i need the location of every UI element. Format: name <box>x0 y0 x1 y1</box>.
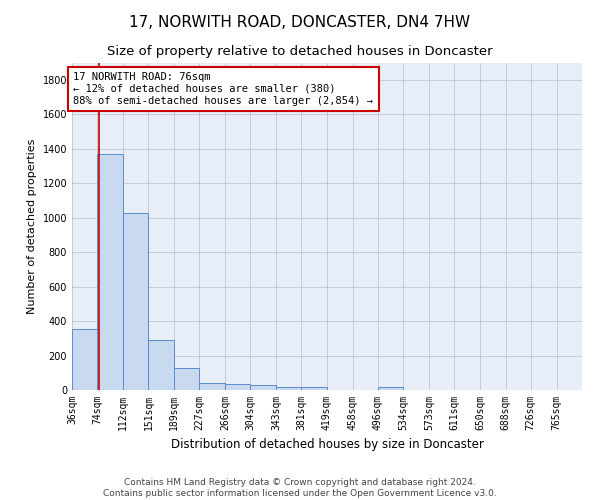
Bar <box>97 154 122 390</box>
Text: Size of property relative to detached houses in Doncaster: Size of property relative to detached ho… <box>107 45 493 58</box>
Text: 17 NORWITH ROAD: 76sqm
← 12% of detached houses are smaller (380)
88% of semi-de: 17 NORWITH ROAD: 76sqm ← 12% of detached… <box>73 72 373 106</box>
Bar <box>122 214 148 390</box>
Bar <box>225 384 250 390</box>
Bar <box>199 383 225 390</box>
Bar <box>148 340 174 390</box>
Bar <box>174 368 199 390</box>
X-axis label: Distribution of detached houses by size in Doncaster: Distribution of detached houses by size … <box>170 438 484 452</box>
Bar <box>250 385 276 390</box>
Bar <box>301 388 326 390</box>
Bar <box>276 386 301 390</box>
Text: Contains HM Land Registry data © Crown copyright and database right 2024.
Contai: Contains HM Land Registry data © Crown c… <box>103 478 497 498</box>
Bar <box>378 386 403 390</box>
Text: 17, NORWITH ROAD, DONCASTER, DN4 7HW: 17, NORWITH ROAD, DONCASTER, DN4 7HW <box>130 15 470 30</box>
Y-axis label: Number of detached properties: Number of detached properties <box>27 138 37 314</box>
Bar <box>72 329 97 390</box>
